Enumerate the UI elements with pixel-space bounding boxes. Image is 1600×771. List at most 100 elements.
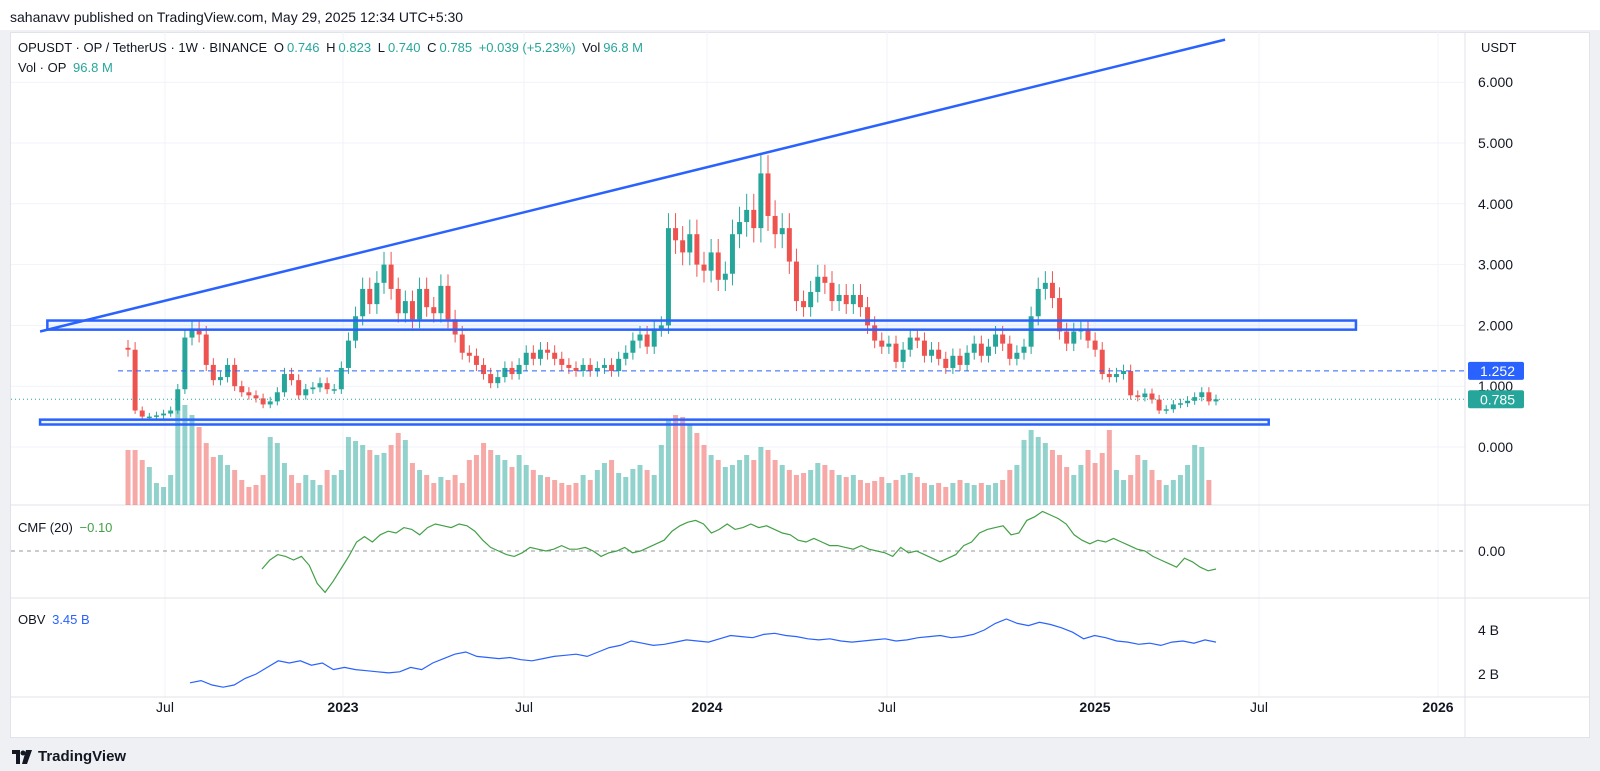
volume-bar	[630, 469, 636, 505]
candle-body	[836, 295, 842, 302]
price-tick-label: 4.000	[1478, 196, 1513, 212]
volume-bar	[758, 447, 764, 505]
volume-bar	[580, 475, 586, 505]
volume-bar	[424, 475, 430, 505]
candle-body	[1149, 393, 1155, 400]
currency-unit-selector[interactable]: USDT	[1481, 40, 1517, 55]
volume-bar	[1078, 465, 1084, 505]
candle-body	[609, 364, 615, 371]
obv-legend[interactable]: OBV 3.45 B	[18, 612, 93, 627]
volume-bar	[1028, 430, 1034, 505]
candle-body	[1014, 352, 1020, 359]
candle-body	[1000, 334, 1006, 344]
volume-bar	[146, 467, 152, 505]
volume-bar	[1099, 453, 1105, 505]
volume-bar	[353, 441, 359, 505]
obv-tick-label: 4 B	[1478, 622, 1499, 638]
volume-bar	[253, 485, 259, 505]
volume-bar	[495, 455, 501, 505]
volume-bar	[950, 483, 956, 505]
candle-body	[594, 367, 600, 371]
volume-bar	[1192, 445, 1198, 505]
close-value: 0.785	[439, 40, 473, 55]
volume-legend[interactable]: Vol · OP 96.8 M	[18, 60, 116, 75]
symbol-label: OPUSDT · OP / TetherUS · 1W · BINANCE	[18, 40, 268, 55]
candle-body	[523, 352, 529, 365]
candle-body	[388, 264, 394, 289]
volume-bar	[1085, 450, 1091, 505]
candle-body	[338, 367, 344, 390]
time-tick-label: 2024	[691, 699, 722, 715]
candle-body	[744, 209, 750, 223]
candle-body	[495, 377, 501, 384]
price-tick-label: 5.000	[1478, 135, 1513, 151]
candle-body	[566, 364, 572, 368]
volume-bar	[537, 475, 543, 505]
volume-bar	[1199, 447, 1205, 505]
candle-body	[936, 349, 942, 359]
candle-body	[644, 334, 650, 347]
candle-body	[1042, 282, 1048, 289]
cmf-legend[interactable]: CMF (20) −0.10	[18, 520, 115, 535]
volume-bar	[765, 450, 771, 505]
price-tick-label: 3.000	[1478, 257, 1513, 273]
candle-body	[424, 288, 430, 308]
volume-bar	[1049, 450, 1055, 505]
candle-body	[217, 377, 223, 381]
volume-bar	[985, 485, 991, 505]
candle-body	[146, 416, 152, 419]
volume-bar	[687, 425, 693, 505]
volume-bar	[594, 470, 600, 505]
volume-bar	[395, 433, 401, 505]
candle-body	[139, 410, 145, 417]
candle-body	[673, 228, 679, 241]
volume-bar	[210, 457, 216, 505]
chart-frame[interactable]	[10, 32, 1590, 738]
candle-body	[260, 398, 266, 405]
footer-brand[interactable]: TradingView	[12, 748, 126, 765]
candle-body	[1192, 397, 1198, 401]
volume-bar	[189, 415, 195, 505]
candle-body	[616, 358, 622, 371]
candle-body	[324, 383, 330, 390]
candle-body	[161, 413, 167, 416]
candle-body	[502, 367, 508, 378]
candle-body	[1163, 409, 1169, 411]
volume-bar	[673, 415, 679, 505]
candle-body	[168, 410, 174, 414]
candle-body	[722, 273, 728, 280]
time-tick-label: Jul	[1250, 699, 1268, 715]
volume-bar	[545, 477, 551, 505]
volume-bar	[1092, 463, 1098, 505]
volume-bar	[1057, 455, 1063, 505]
volume-bar	[658, 445, 664, 505]
candle-body	[573, 367, 579, 371]
volume-bar	[843, 477, 849, 505]
volume-bar	[1170, 480, 1176, 505]
candle-body	[431, 307, 437, 314]
volume-bar	[473, 455, 479, 505]
volume-bar	[502, 460, 508, 505]
level-price-label: 1.252	[1480, 363, 1515, 379]
candle-body	[865, 307, 871, 326]
candle-body	[1206, 392, 1212, 402]
obv-line	[189, 618, 1217, 688]
candle-body	[153, 415, 159, 417]
price-tick-label: 0.000	[1478, 439, 1513, 455]
volume-bar	[523, 465, 529, 505]
candle-body	[481, 364, 487, 375]
volume-bar	[609, 460, 615, 505]
volume-bar	[1035, 437, 1041, 505]
volume-bar	[722, 467, 728, 505]
time-tick-label: 2023	[327, 699, 358, 715]
volume-bar	[1014, 465, 1020, 505]
candle-body	[793, 261, 799, 302]
volume-bar	[694, 433, 700, 505]
high-label: H	[326, 40, 336, 55]
volume-bar	[751, 460, 757, 505]
volume-bar	[324, 470, 330, 505]
candle-body	[395, 288, 401, 314]
volume-bar	[879, 477, 885, 505]
